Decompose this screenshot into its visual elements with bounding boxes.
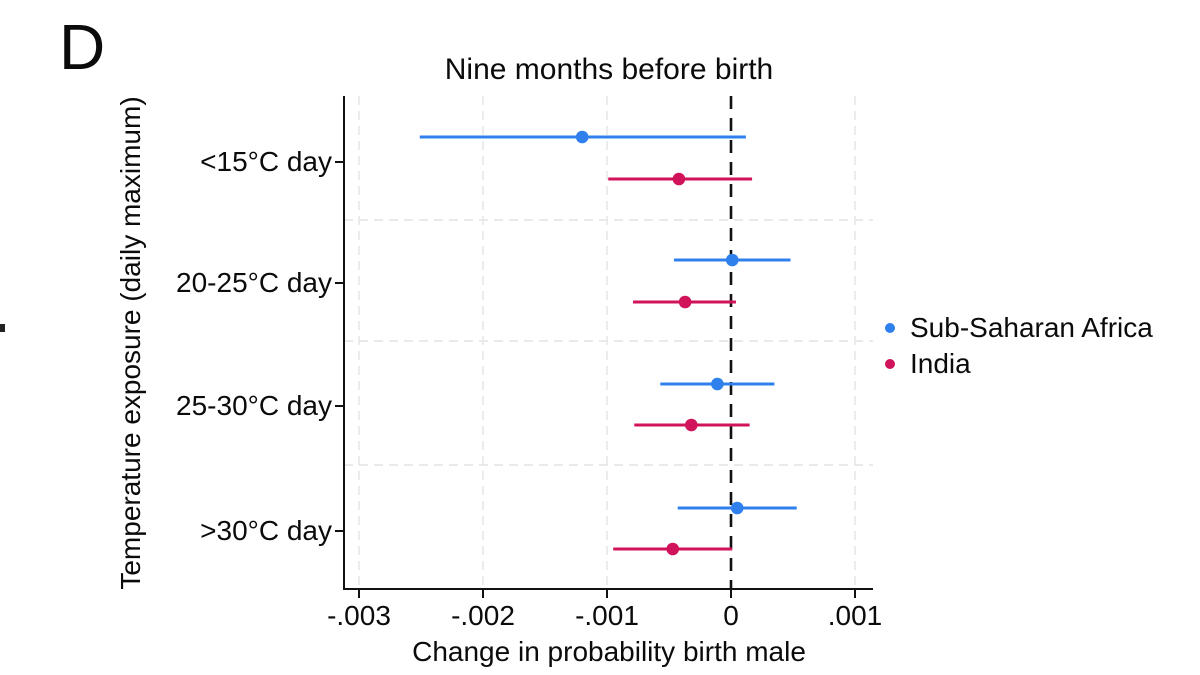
category-label: 25-30°C day (176, 390, 332, 421)
axes (335, 96, 873, 598)
legend-item-sub-saharan-africa: Sub-Saharan Africa (885, 310, 1153, 346)
point-marker (672, 172, 686, 186)
cropped-neighbor-panel-fragment (0, 324, 5, 332)
x-tick-label: 0 (723, 600, 739, 631)
point-marker (711, 377, 724, 391)
legend-marker-icon (885, 323, 895, 333)
legend-label: India (910, 348, 971, 379)
chart-title: Nine months before birth (444, 53, 774, 86)
legend: Sub-Saharan Africa India (885, 310, 1153, 382)
point-marker (685, 418, 698, 432)
series-india (608, 172, 753, 556)
point-marker (725, 253, 739, 267)
point-marker (575, 130, 589, 144)
series-sub-saharan-africa (419, 130, 797, 515)
legend-marker-icon (885, 359, 895, 369)
category-label: >30°C day (200, 515, 332, 546)
legend-label: Sub-Saharan Africa (910, 312, 1153, 343)
x-tick-label: -.003 (327, 600, 391, 631)
panel-label: D (59, 11, 106, 83)
point-marker (666, 542, 680, 556)
point-marker (678, 295, 692, 309)
point-marker (730, 501, 744, 515)
x-tick-label: .001 (827, 600, 883, 631)
x-tick-label: -.002 (451, 600, 515, 631)
legend-item-india: India (885, 346, 1153, 382)
category-label: 20-25°C day (176, 267, 332, 298)
x-axis-title: Change in probability birth male (412, 636, 806, 667)
x-tick-label: -.001 (575, 600, 639, 631)
gridlines (344, 96, 873, 589)
y-axis-title: Temperature exposure (daily maximum) (115, 96, 146, 590)
category-label: <15°C day (200, 146, 332, 177)
